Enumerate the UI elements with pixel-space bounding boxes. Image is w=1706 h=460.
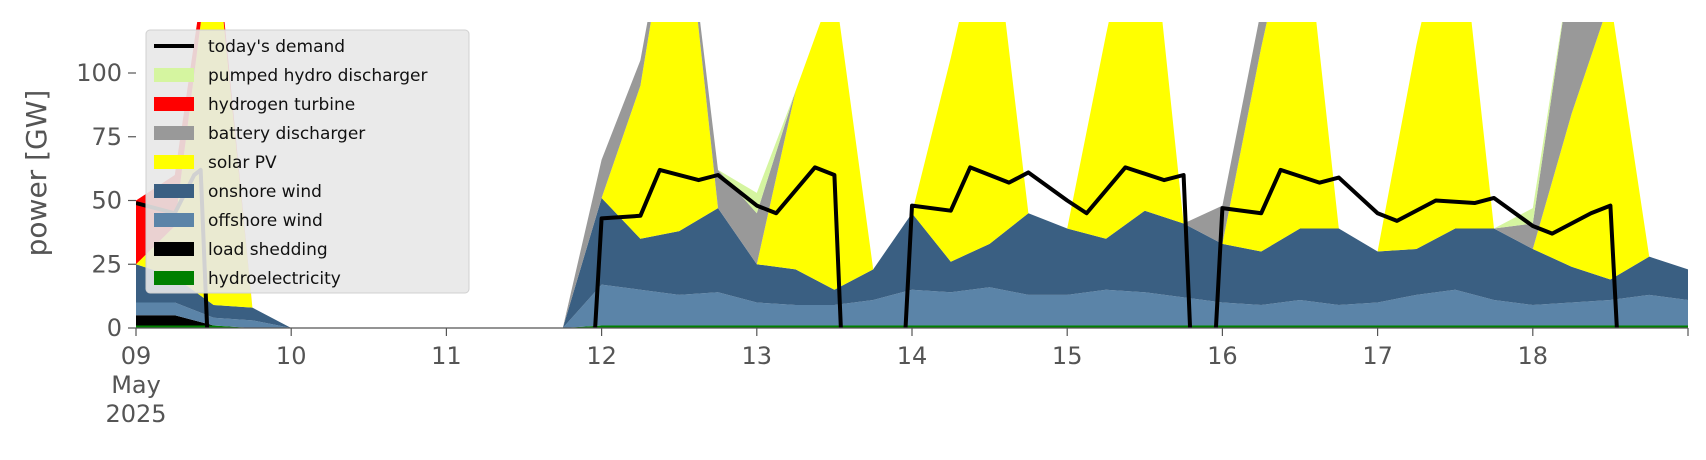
- area-offshore-wind: [136, 284, 1688, 328]
- legend-label-load-shedding: load shedding: [208, 240, 328, 260]
- x-tick-label: May: [111, 371, 161, 399]
- area-onshore-wind: [136, 197, 1688, 328]
- legend-label-battery-discharger: battery discharger: [208, 124, 365, 144]
- legend-swatch-load-shedding: [154, 242, 194, 256]
- legend-swatch-battery-discharger: [154, 126, 194, 140]
- x-tick-label: 12: [586, 342, 617, 370]
- legend-label-hydrogen-turbine: hydrogen turbine: [208, 95, 355, 115]
- x-tick-label: 15: [1052, 342, 1083, 370]
- area-hydroelectricity: [136, 325, 1688, 328]
- legend-swatch-offshore-wind: [154, 213, 194, 227]
- legend-label-onshore-wind: onshore wind: [208, 182, 322, 202]
- legend-label-pumped-hydro-discharger: pumped hydro discharger: [208, 66, 427, 86]
- demand-line-segment-4: [1213, 167, 1619, 328]
- legend-swatch-hydrogen-turbine: [154, 97, 194, 111]
- x-tick-label: 09: [121, 342, 152, 370]
- x-tick-label: 16: [1207, 342, 1238, 370]
- x-tick-label: 2025: [105, 400, 166, 428]
- x-tick-label: 13: [742, 342, 773, 370]
- y-tick-label: 25: [91, 250, 122, 278]
- area-solar-pv: [136, 22, 1688, 328]
- legend-label-offshore-wind: offshore wind: [208, 211, 323, 231]
- demand-line-segment-2: [593, 165, 843, 328]
- legend-box: [145, 29, 470, 294]
- x-tick-label: 17: [1362, 342, 1393, 370]
- x-tick-label: 18: [1518, 342, 1549, 370]
- legend-swatch-onshore-wind: [154, 184, 194, 198]
- y-tick-label: 50: [91, 187, 122, 215]
- y-axis-label: power [GW]: [20, 90, 53, 257]
- x-tick-label: 14: [897, 342, 928, 370]
- legend-swatch-solar-pv: [154, 155, 194, 169]
- y-tick-label: 0: [107, 314, 122, 342]
- legend: today's demand pumped hydro discharger hyd…: [145, 29, 470, 294]
- demand-line-segment-3: [903, 165, 1193, 328]
- x-tick-label: 10: [276, 342, 307, 370]
- stacked-areas: [136, 22, 1688, 328]
- legend-swatch-hydroelectricity: [154, 271, 194, 285]
- legend-label-solar-pv: solar PV: [208, 153, 277, 173]
- x-tick-label: 11: [431, 342, 462, 370]
- y-tick-label: 100: [76, 59, 122, 87]
- legend-swatch-pumped-hydro-discharger: [154, 68, 194, 82]
- y-tick-label: 75: [91, 123, 122, 151]
- legend-label-hydroelectricity: hydroelectricity: [208, 269, 341, 289]
- legend-label-today-s-demand: today's demand: [208, 37, 345, 57]
